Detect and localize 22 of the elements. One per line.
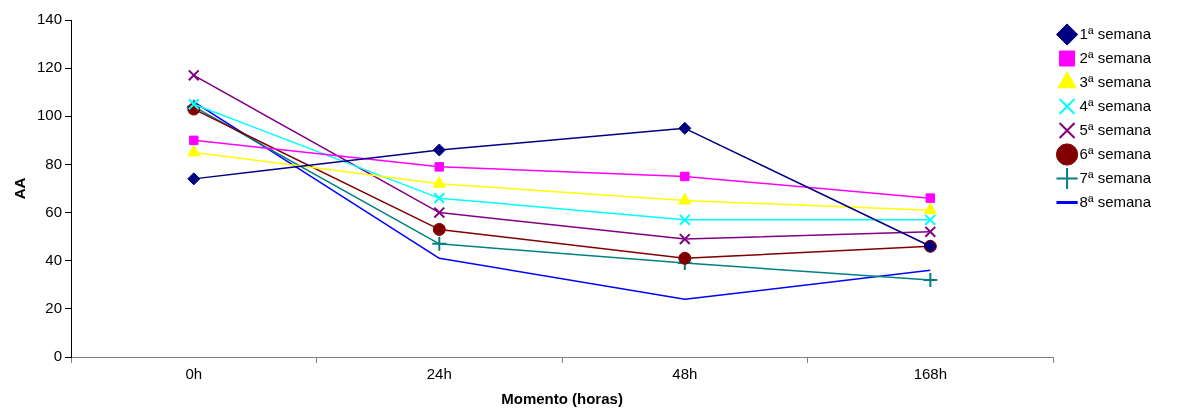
x-tick-label: 48h [672, 365, 698, 383]
y-axis-title: AA [11, 177, 29, 200]
legend-label: 2ª semana [1079, 48, 1152, 66]
y-tick-label: 40 [45, 250, 63, 268]
legend-label: 6ª semana [1079, 144, 1152, 162]
y-tick-label: 100 [37, 106, 63, 124]
y-tick-label: 140 [37, 10, 63, 28]
x-tick-label: 0h [185, 365, 203, 383]
legend-label: 7ª semana [1079, 168, 1152, 186]
legend-label: 1ª semana [1079, 24, 1152, 42]
y-tick-label: 60 [45, 202, 63, 220]
y-tick-label: 80 [45, 154, 63, 172]
y-tick-label: 120 [37, 58, 63, 76]
legend-label: 4ª semana [1079, 96, 1152, 114]
y-tick-label: 20 [45, 299, 63, 316]
x-tick-label: 24h [426, 365, 452, 383]
y-tick-label: 0 [53, 347, 63, 365]
x-axis-title: Momento (horas) [501, 390, 623, 408]
x-tick-label: 168h [913, 365, 948, 383]
legend-label: 5ª semana [1079, 120, 1152, 138]
legend-label: 3ª semana [1079, 72, 1152, 90]
legend-label: 8ª semana [1079, 192, 1152, 210]
